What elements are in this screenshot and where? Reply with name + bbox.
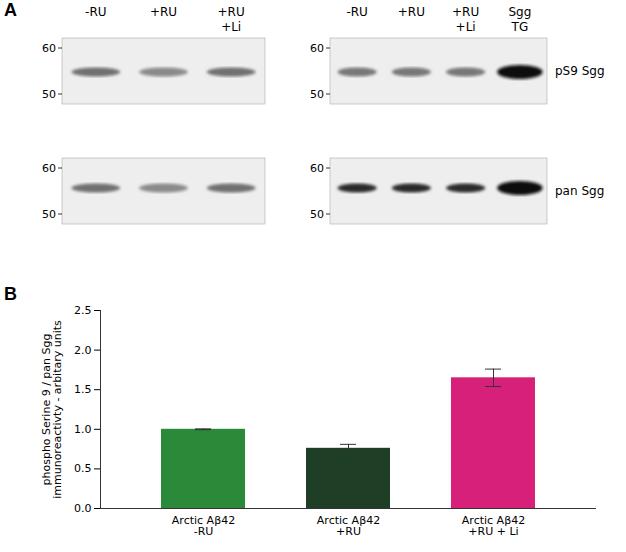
svg-text:+RU: +RU	[398, 5, 425, 19]
svg-text:phospho Serine 9 / pan Sggimmu: phospho Serine 9 / pan Sggimmunoreactivt…	[40, 320, 64, 499]
svg-text:60: 60	[310, 162, 324, 175]
svg-text:50: 50	[310, 88, 324, 101]
svg-text:pan Sgg: pan Sgg	[555, 184, 604, 198]
html-text:B: B	[4, 284, 17, 304]
svg-text:-RU: -RU	[346, 5, 367, 19]
svg-text:2.0: 2.0	[74, 344, 92, 357]
svg-text:60: 60	[310, 42, 324, 55]
svg-text:0.0: 0.0	[74, 502, 92, 515]
svg-text:Arctic Aβ42-RU: Arctic Aβ42-RU	[172, 514, 235, 538]
svg-text:50: 50	[42, 88, 56, 101]
svg-text:TG: TG	[511, 20, 529, 34]
svg-text:50: 50	[42, 208, 56, 221]
html-text:A: A	[4, 0, 17, 20]
svg-text:1.0: 1.0	[74, 423, 92, 436]
svg-text:+RU: +RU	[218, 5, 245, 19]
svg-text:Sgg: Sgg	[508, 5, 531, 19]
svg-text:+Li: +Li	[456, 20, 476, 34]
svg-text:0.5: 0.5	[74, 462, 92, 475]
svg-text:+Li: +Li	[221, 20, 241, 34]
svg-text:-RU: -RU	[85, 5, 106, 19]
svg-text:+RU: +RU	[452, 5, 479, 19]
svg-text:+RU: +RU	[150, 5, 177, 19]
svg-text:60: 60	[42, 42, 56, 55]
svg-text:2.5: 2.5	[74, 304, 92, 317]
svg-text:60: 60	[42, 162, 56, 175]
svg-text:Arctic Aβ42+RU + Li: Arctic Aβ42+RU + Li	[462, 514, 525, 538]
svg-text:pS9 Sgg: pS9 Sgg	[555, 64, 605, 78]
svg-text:Arctic Aβ42+RU: Arctic Aβ42+RU	[317, 514, 380, 538]
svg-text:50: 50	[310, 208, 324, 221]
svg-text:1.5: 1.5	[74, 383, 92, 396]
